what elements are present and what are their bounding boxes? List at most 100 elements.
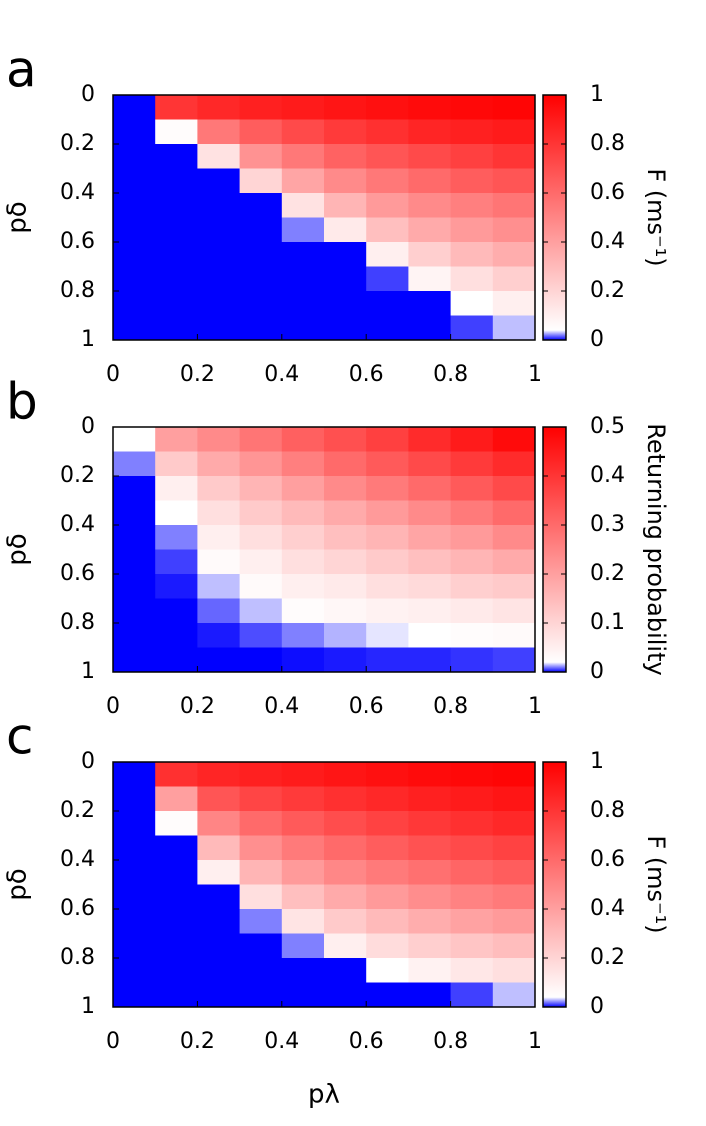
heatmap-cell — [450, 884, 494, 910]
heatmap-cell — [155, 217, 198, 243]
heatmap-cell — [239, 884, 283, 910]
y-tick-label: 0.2 — [60, 798, 95, 823]
heatmap-cell — [366, 574, 409, 599]
heatmap-cell — [281, 982, 325, 1008]
heatmap-cell — [324, 427, 367, 452]
heatmap-cell — [408, 315, 452, 341]
heatmap-cell — [281, 762, 325, 787]
heatmap-cell — [366, 762, 409, 787]
colorbar — [543, 762, 566, 1007]
heatmap-cell — [197, 574, 241, 599]
y-axis-title: pδ — [3, 201, 33, 233]
heatmap-cell — [408, 811, 452, 836]
heatmap-cell — [324, 958, 367, 983]
heatmap-cell — [366, 525, 409, 550]
heatmap-cell — [408, 168, 452, 194]
heatmap-cell — [492, 500, 536, 526]
heatmap-cell — [239, 266, 283, 292]
plot-frame — [112, 426, 536, 673]
heatmap-cell — [197, 884, 241, 910]
y-tick-label: 0.4 — [60, 847, 95, 872]
x-tick-label: 0.2 — [180, 362, 215, 387]
heatmap-cell — [366, 266, 409, 292]
heatmap-cell — [155, 860, 198, 885]
x-tick-label: 0.2 — [180, 694, 215, 719]
heatmap-cell — [239, 193, 283, 218]
heatmap-cell — [197, 762, 241, 787]
heatmap-cell — [197, 168, 241, 194]
y-tick-label: 0.8 — [60, 278, 95, 303]
heatmap-cell — [324, 982, 367, 1008]
heatmap-cell — [324, 811, 367, 836]
heatmap-cell — [450, 909, 494, 934]
heatmap-cell — [492, 451, 536, 477]
heatmap-cell — [281, 598, 325, 624]
heatmap-cell — [408, 909, 452, 934]
heatmap-cell — [450, 193, 494, 218]
heatmap-cell — [197, 982, 241, 1008]
heatmap-cell — [113, 811, 156, 836]
heatmap-cell — [113, 315, 156, 341]
heatmap-cell — [239, 119, 283, 145]
heatmap-cell — [113, 266, 156, 292]
heatmap-cell — [281, 500, 325, 526]
heatmap-cell — [239, 835, 283, 861]
heatmap-cell — [155, 835, 198, 861]
heatmap-cell — [281, 574, 325, 599]
heatmap-cell — [281, 884, 325, 910]
heatmap-cell — [366, 982, 409, 1008]
heatmap-cell — [408, 525, 452, 550]
heatmap-cell — [155, 168, 198, 194]
heatmap-cell — [408, 549, 452, 575]
colorbar-title: F (ms⁻¹) — [642, 168, 670, 266]
heatmap-cell — [492, 119, 536, 145]
y-axis-title: pδ — [3, 868, 33, 900]
heatmap-cell — [113, 144, 156, 169]
heatmap-cell — [324, 144, 367, 169]
colorbar-title: Returning probability — [642, 423, 670, 675]
x-tick-label: 0 — [106, 694, 120, 719]
y-tick-label: 0.6 — [60, 229, 95, 254]
heatmap-cell — [155, 549, 198, 575]
heatmap-cell — [155, 786, 198, 812]
heatmap-cell — [450, 168, 494, 194]
heatmap-cell — [366, 958, 409, 983]
heatmap-cell — [113, 549, 156, 575]
heatmap-cell — [281, 958, 325, 983]
heatmap-cell — [366, 168, 409, 194]
heatmap-cell — [324, 266, 367, 292]
panel-label: b — [6, 373, 38, 431]
heatmap-cell — [492, 242, 536, 267]
x-tick-label: 0.8 — [433, 362, 468, 387]
heatmap-cell — [492, 168, 536, 194]
heatmap-cell — [239, 762, 283, 787]
heatmap-cell — [197, 427, 241, 452]
heatmap-cell — [239, 860, 283, 885]
heatmap-cell — [239, 786, 283, 812]
y-tick-label: 0.2 — [60, 463, 95, 488]
heatmap-cell — [239, 811, 283, 836]
heatmap-cell — [408, 786, 452, 812]
x-tick-label: 0.6 — [349, 694, 384, 719]
heatmap-cell — [408, 144, 452, 169]
heatmap-cell — [324, 315, 367, 341]
heatmap-cell — [239, 291, 283, 316]
heatmap-cell — [450, 95, 494, 120]
heatmap-cell — [113, 451, 156, 477]
heatmap-cell — [281, 427, 325, 452]
heatmap-cell — [155, 982, 198, 1008]
heatmap-cell — [450, 623, 494, 648]
heatmap-cell — [281, 647, 325, 673]
heatmap-cell — [155, 574, 198, 599]
heatmap-cell — [113, 958, 156, 983]
heatmap-cell — [197, 958, 241, 983]
heatmap-cell — [113, 525, 156, 550]
heatmap-cell — [492, 623, 536, 648]
heatmap-cell — [408, 193, 452, 218]
y-tick-label: 0.8 — [60, 610, 95, 635]
heatmap-cell — [239, 574, 283, 599]
heatmap-cell — [239, 549, 283, 575]
heatmap-cell — [197, 95, 241, 120]
heatmap-cell — [408, 835, 452, 861]
